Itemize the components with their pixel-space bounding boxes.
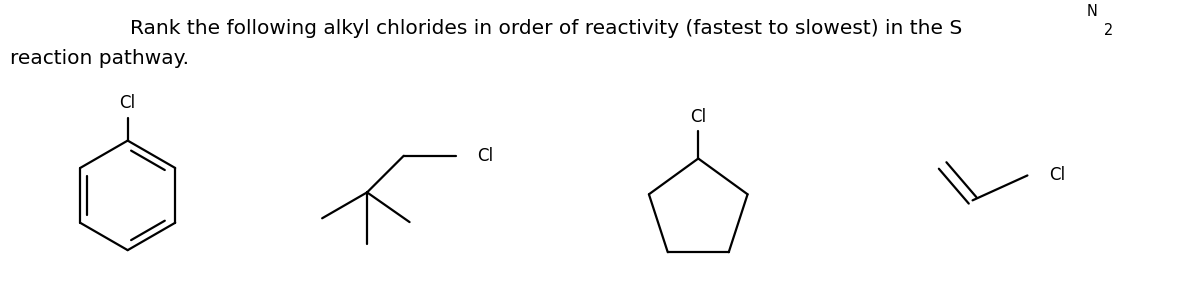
Text: 2: 2 [1104, 23, 1114, 38]
Text: reaction pathway.: reaction pathway. [10, 49, 188, 68]
Text: Cl: Cl [690, 108, 707, 126]
Text: Cl: Cl [1049, 166, 1066, 184]
Text: N: N [1086, 4, 1097, 19]
Text: Cl: Cl [478, 147, 493, 165]
Text: Cl: Cl [120, 94, 136, 112]
Text: Rank the following alkyl chlorides in order of reactivity (fastest to slowest) i: Rank the following alkyl chlorides in or… [130, 19, 962, 38]
